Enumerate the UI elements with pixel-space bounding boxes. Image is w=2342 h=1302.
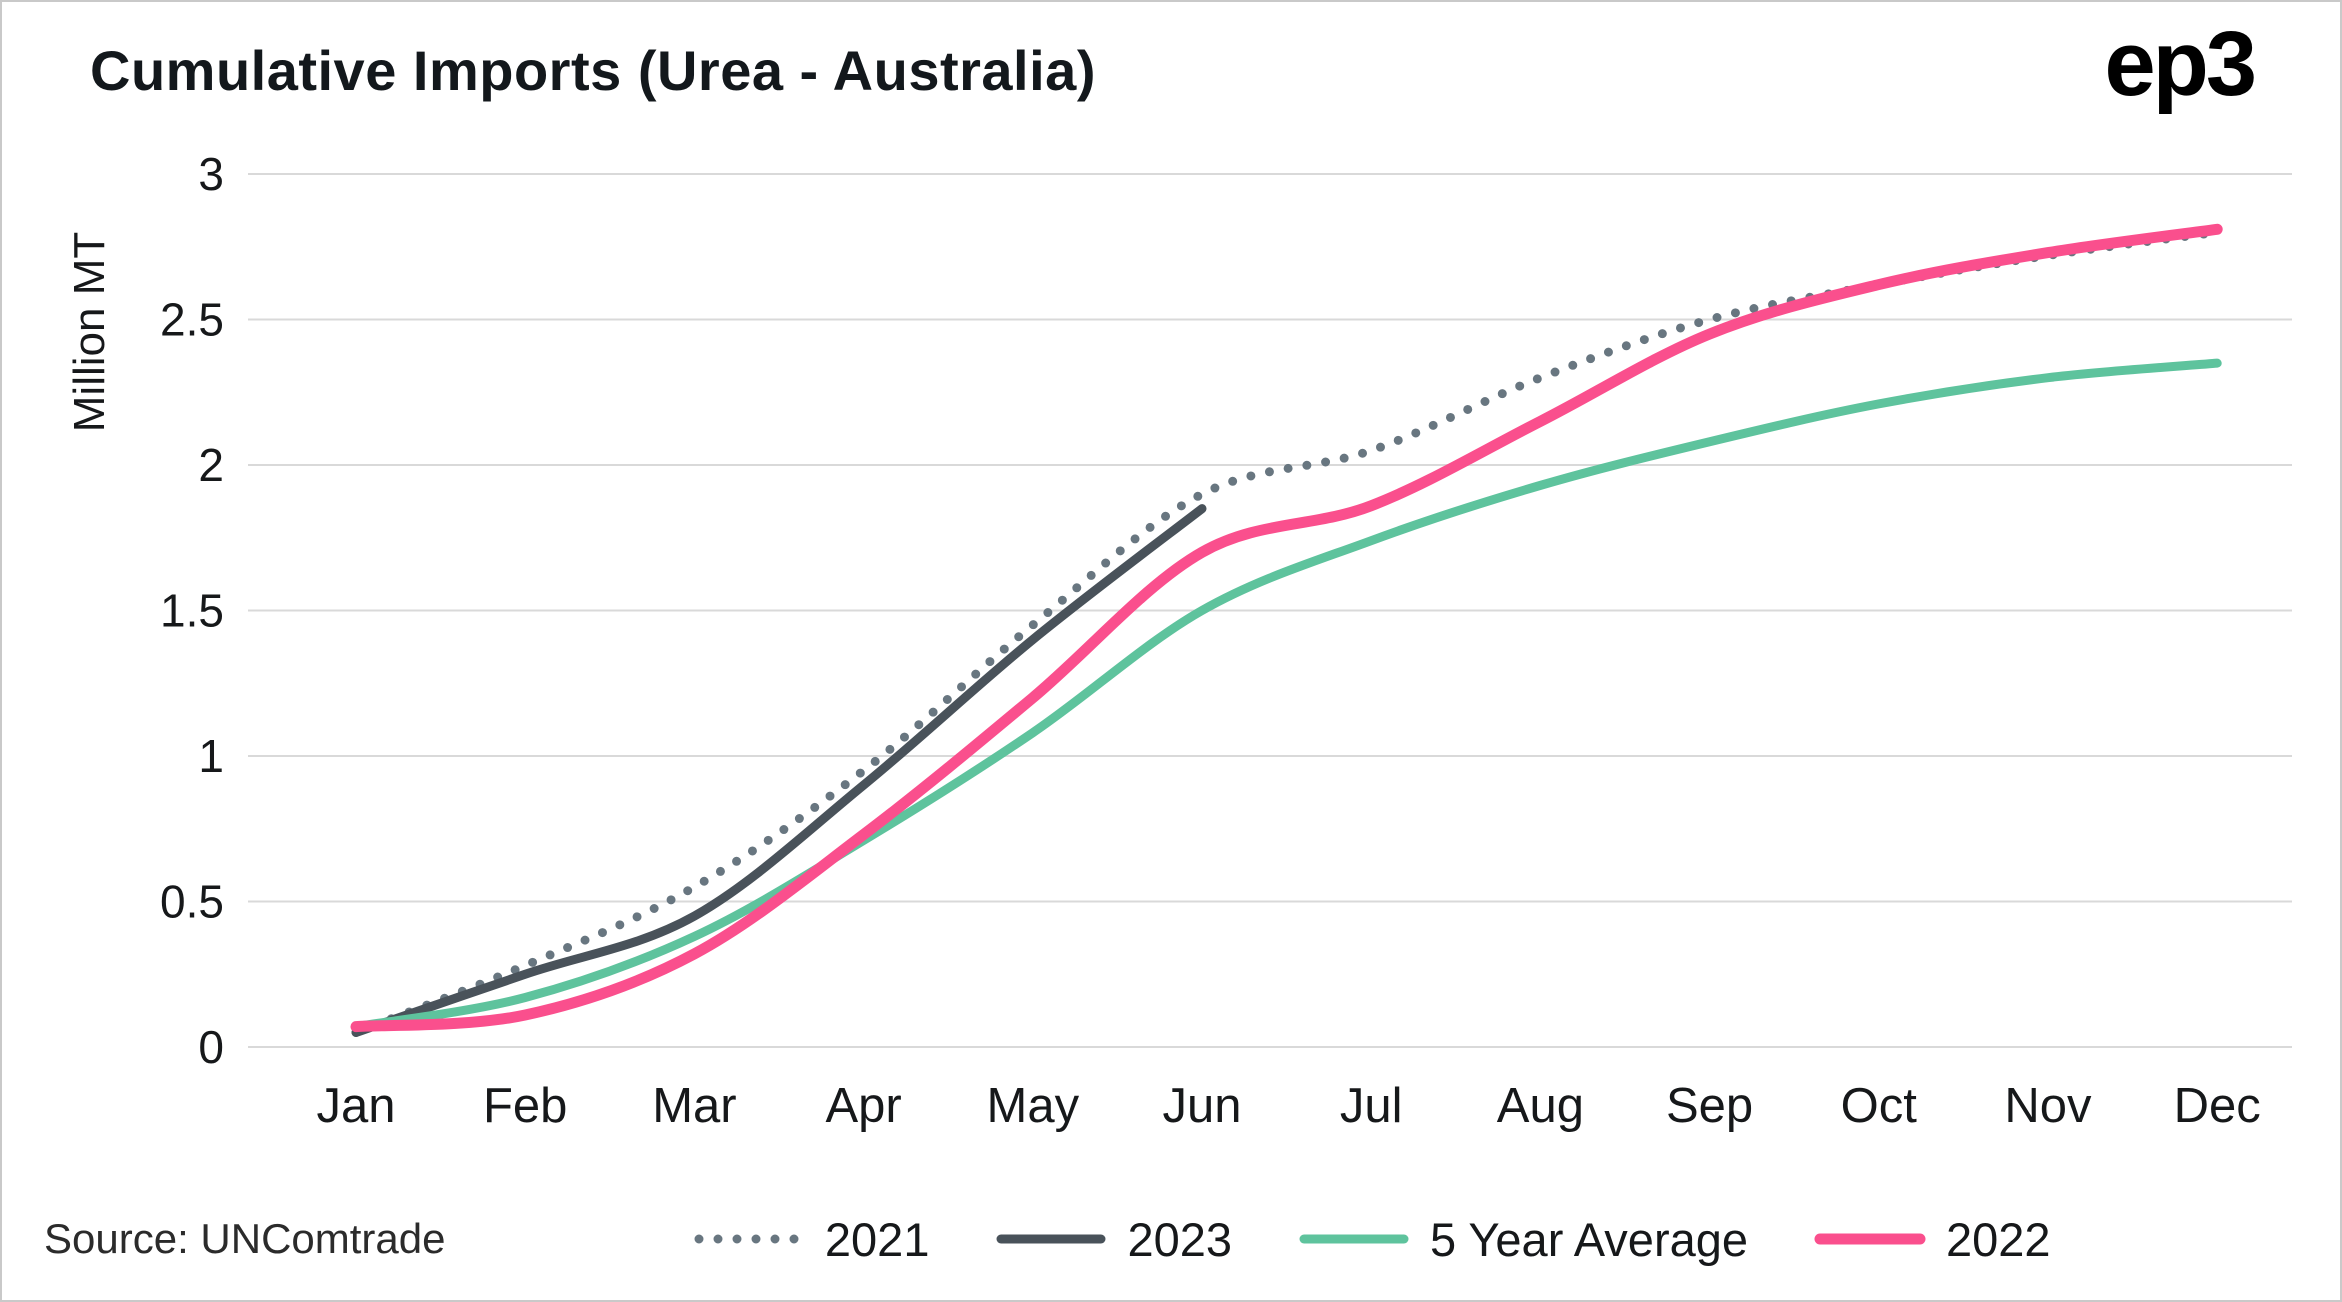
legend-item-5-year-average: 5 Year Average bbox=[1298, 1212, 1748, 1267]
series-line-2021 bbox=[351, 227, 2222, 1037]
legend-item-2023: 2023 bbox=[995, 1212, 1232, 1267]
y-tick-label: 2.5 bbox=[160, 294, 224, 346]
source-attribution: Source: UNComtrade bbox=[44, 1215, 446, 1262]
x-tick-label: Jun bbox=[1162, 1079, 1241, 1133]
legend-item-2022: 2022 bbox=[1814, 1212, 2051, 1267]
y-tick-label: 2 bbox=[198, 439, 224, 491]
y-tick-label: 1.5 bbox=[160, 585, 224, 637]
legend-swatch bbox=[1814, 1233, 1926, 1245]
legend-swatch bbox=[694, 1234, 804, 1244]
y-tick-label: 0 bbox=[198, 1021, 224, 1073]
y-tick-label: 3 bbox=[198, 148, 224, 200]
ep3-logo: ep3 bbox=[2104, 13, 2257, 115]
y-axis-title: Million MT bbox=[65, 232, 114, 432]
x-tick-label: Mar bbox=[652, 1079, 736, 1133]
x-tick-label: Sep bbox=[1666, 1079, 1753, 1133]
chart-title: Cumulative Imports (Urea - Australia) bbox=[90, 39, 1096, 102]
x-tick-label: Dec bbox=[2174, 1079, 2261, 1133]
series-line-5-year-average bbox=[351, 358, 2222, 1032]
legend-label: 5 Year Average bbox=[1430, 1212, 1749, 1266]
y-tick-label: 0.5 bbox=[160, 876, 224, 928]
x-tick-label: Aug bbox=[1497, 1079, 1584, 1133]
x-tick-label: Jul bbox=[1340, 1079, 1403, 1133]
x-tick-label: Nov bbox=[2004, 1079, 2092, 1133]
legend-item-2021: 2021 bbox=[693, 1212, 930, 1267]
legend-swatch bbox=[996, 1234, 1106, 1244]
x-tick-label: Jan bbox=[316, 1079, 395, 1133]
legend-label: 2021 bbox=[824, 1212, 930, 1266]
x-tick-label: Feb bbox=[483, 1079, 567, 1133]
y-tick-label: 1 bbox=[198, 730, 224, 782]
legend-swatch bbox=[1299, 1234, 1409, 1244]
series-line-2022 bbox=[350, 223, 2223, 1033]
x-tick-label: Apr bbox=[825, 1079, 901, 1133]
legend-label: 2023 bbox=[1127, 1212, 1233, 1266]
x-tick-label: May bbox=[987, 1079, 1080, 1133]
chart-legend: 2021 2023 5 Year Average 2022 bbox=[445, 1212, 2298, 1267]
x-tick-label: Oct bbox=[1841, 1079, 1918, 1133]
chart-footer: Source: UNComtrade 2021 2023 5 Year Averag… bbox=[44, 1194, 2298, 1284]
series-line-2023 bbox=[351, 504, 1207, 1037]
legend-label: 2022 bbox=[1946, 1212, 2051, 1266]
